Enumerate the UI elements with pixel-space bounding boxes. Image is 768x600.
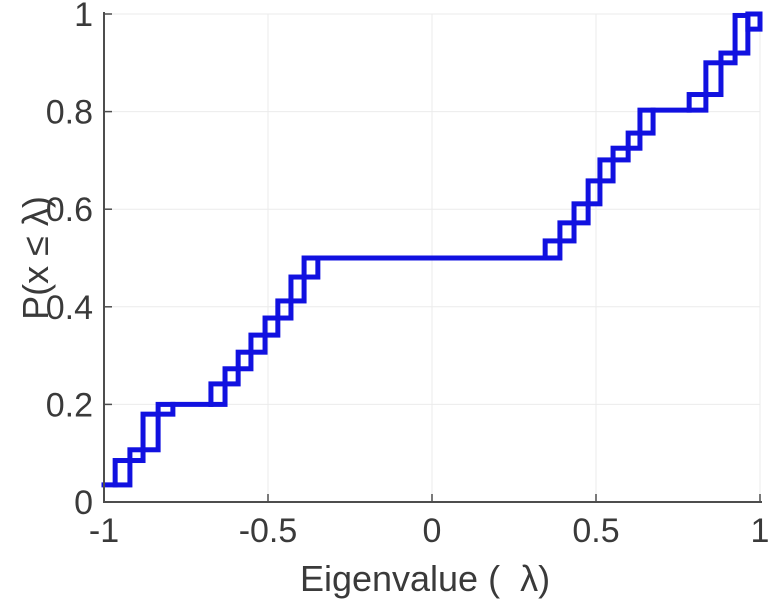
ecdf-step-rect — [127, 447, 146, 464]
ecdf-step-rect — [140, 411, 161, 453]
ecdf-step-rect — [542, 238, 563, 261]
x-axis-label: Eigenvalue ( λ) — [300, 558, 550, 599]
y-tick-label: 1 — [74, 0, 93, 34]
ecdf-step-rect — [248, 332, 268, 355]
ecdf-step-rect — [745, 11, 763, 32]
ecdf-step-rect — [637, 107, 656, 136]
ecdf-step-rect — [625, 130, 643, 151]
y-tick-label: 0 — [74, 484, 93, 522]
ecdf-step-rect — [718, 50, 738, 66]
y-tick-label: 0.8 — [46, 94, 93, 132]
ecdf-step-rect — [585, 178, 603, 207]
x-tick-label: -0.5 — [239, 512, 298, 550]
ecdf-step-rect — [610, 145, 631, 163]
ecdf-step-rect — [557, 220, 577, 244]
ecdf-step-rect — [208, 381, 228, 407]
ecdf-step-rect — [155, 401, 176, 417]
ecdf-step-rect — [222, 366, 241, 387]
ecdf-step-rect — [262, 315, 281, 338]
ecdf-step-rect — [597, 157, 616, 184]
x-tick-label: 0 — [423, 512, 442, 550]
tick-label-layer: -1 -0.5 0 0.5 1 0 0.2 0.4 0.6 0.8 1 — [46, 0, 768, 550]
y-axis-label: P(x ≤ λ) — [15, 196, 56, 320]
ecdf-step-rect — [288, 274, 307, 304]
ecdf-step-rect — [275, 298, 294, 321]
y-tick-label: 0.4 — [46, 289, 93, 327]
y-tick-label: 0.2 — [46, 386, 93, 424]
ecdf-step-rect — [235, 349, 254, 372]
x-tick-label: 1 — [751, 512, 768, 550]
ecdf-step-rect — [732, 12, 751, 56]
ecdf-step-rect — [112, 458, 133, 488]
x-tick-label: -1 — [89, 512, 119, 550]
y-tick-label: 0.6 — [46, 191, 93, 229]
ecdf-step-rect — [301, 255, 321, 280]
ecdf-step-rect — [686, 92, 709, 113]
axes-layer — [103, 12, 762, 503]
x-tick-label: 0.5 — [572, 512, 619, 550]
ecdf-step-rect — [703, 60, 724, 98]
ecdf-curve — [101, 11, 763, 488]
ecdf-step-rect — [571, 201, 591, 226]
